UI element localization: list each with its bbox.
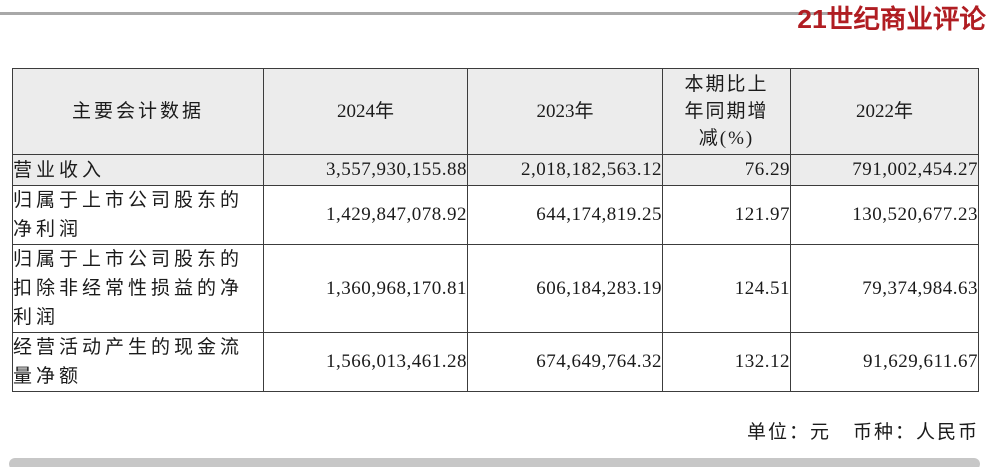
table-row-revenue: 营业收入 3,557,930,155.88 2,018,182,563.12 7…: [12, 154, 979, 186]
value-cell-change: 121.97: [662, 185, 791, 245]
value-cell-2022: 791,002,454.27: [790, 154, 979, 186]
currency-value: 人民币: [915, 422, 979, 443]
value-cell-change: 124.51: [662, 244, 791, 333]
table-row-net-profit-excl-nonrecurring: 归属于上市公司股东的扣除非经常性损益的净利润 1,360,968,170.81 …: [12, 244, 979, 333]
column-header-2022: 2022年: [790, 68, 979, 155]
value-cell-change: 76.29: [662, 154, 791, 186]
value-cell-2023: 606,184,283.19: [467, 244, 663, 333]
value-cell-2022: 130,520,677.23: [790, 185, 979, 245]
header-divider-line: [0, 12, 828, 15]
value-cell-2024: 1,429,847,078.92: [263, 185, 468, 245]
column-header-change-label: 本期比上年同期增减(%): [684, 74, 769, 149]
row-label-cell: 营业收入: [12, 154, 264, 186]
unit-currency-note: 单位：元 币种：人民币: [747, 417, 979, 444]
column-header-metric: 主要会计数据: [12, 68, 264, 155]
column-header-change: 本期比上年同期增减(%): [662, 68, 791, 155]
row-label-cell: 归属于上市公司股东的扣除非经常性损益的净利润: [12, 244, 264, 333]
table-header-row: 主要会计数据 2024年 2023年 本期比上年同期增减(%) 2022年: [12, 68, 979, 155]
value-cell-2023: 674,649,764.32: [467, 332, 663, 392]
unit-label: 单位：: [746, 422, 810, 443]
currency-label: 币种：: [852, 422, 916, 443]
row-label-cell: 归属于上市公司股东的净利润: [12, 185, 264, 245]
value-cell-2024: 1,566,013,461.28: [263, 332, 468, 392]
value-cell-2023: 2,018,182,563.12: [467, 154, 663, 186]
value-cell-2022: 79,374,984.63: [790, 244, 979, 333]
value-cell-2024: 1,360,968,170.81: [263, 244, 468, 333]
column-header-2023: 2023年: [467, 68, 663, 155]
unit-value: 元: [809, 422, 831, 443]
value-cell-2023: 644,174,819.25: [467, 185, 663, 245]
bottom-divider-bar: [9, 458, 980, 467]
column-header-2024: 2024年: [263, 68, 468, 155]
table-row-operating-cash-flow: 经营活动产生的现金流量净额 1,566,013,461.28 674,649,7…: [12, 332, 979, 392]
value-cell-2024: 3,557,930,155.88: [263, 154, 468, 186]
value-cell-2022: 91,629,611.67: [790, 332, 979, 392]
value-cell-change: 132.12: [662, 332, 791, 392]
table-row-net-profit: 归属于上市公司股东的净利润 1,429,847,078.92 644,174,8…: [12, 185, 979, 245]
row-label-cell: 经营活动产生的现金流量净额: [12, 332, 264, 392]
financial-data-table: 主要会计数据 2024年 2023年 本期比上年同期增减(%) 2022年 营业…: [12, 68, 979, 392]
site-logo: 21世纪商业评论: [797, 4, 986, 34]
